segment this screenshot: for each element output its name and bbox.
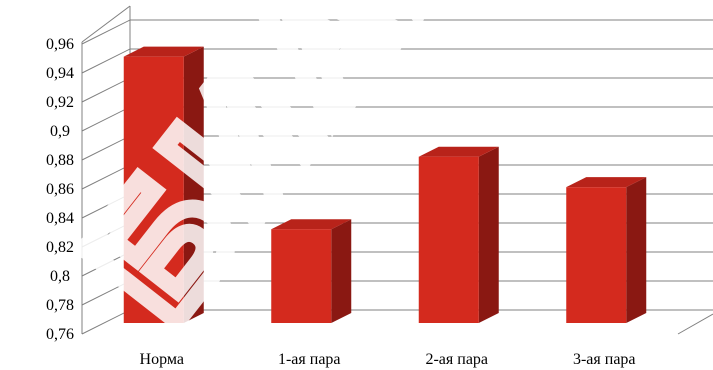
bars — [123, 46, 647, 324]
bar — [123, 46, 204, 324]
y-tick-label: 0,8 — [50, 268, 70, 285]
y-tick-label: 0,78 — [46, 297, 74, 314]
bar — [418, 146, 499, 323]
y-tick-label: 0,96 — [46, 36, 74, 53]
x-category-label: 3-ая пара — [573, 351, 636, 368]
y-tick-label: 0,92 — [46, 94, 74, 111]
x-category-label: 2-ая пара — [425, 351, 488, 368]
bar — [271, 219, 352, 323]
y-tick-label: 0,86 — [46, 181, 74, 198]
wall-top-edge — [81, 5, 131, 43]
y-tick-label: 0,88 — [46, 152, 74, 169]
y-tick-label: 0,76 — [46, 326, 74, 343]
x-category-label: Норма — [140, 351, 184, 368]
bar — [566, 177, 647, 323]
y-tick-labels: 0,76 0,78 0,8 0,82 0,84 0,86 0,88 0,9 0,92 0,94 0,… — [46, 36, 74, 343]
y-tick-label: 0,9 — [50, 123, 70, 140]
floor-edge — [677, 313, 713, 335]
y-tick-label: 0,82 — [46, 239, 74, 256]
x-category-label: 1-ая пара — [278, 351, 341, 368]
y-tick-label: 0,94 — [46, 65, 74, 82]
y-tick-label: 0,84 — [46, 210, 74, 227]
category-labels: Норма 1-ая пара 2-ая пара 3-ая пара — [140, 351, 636, 368]
